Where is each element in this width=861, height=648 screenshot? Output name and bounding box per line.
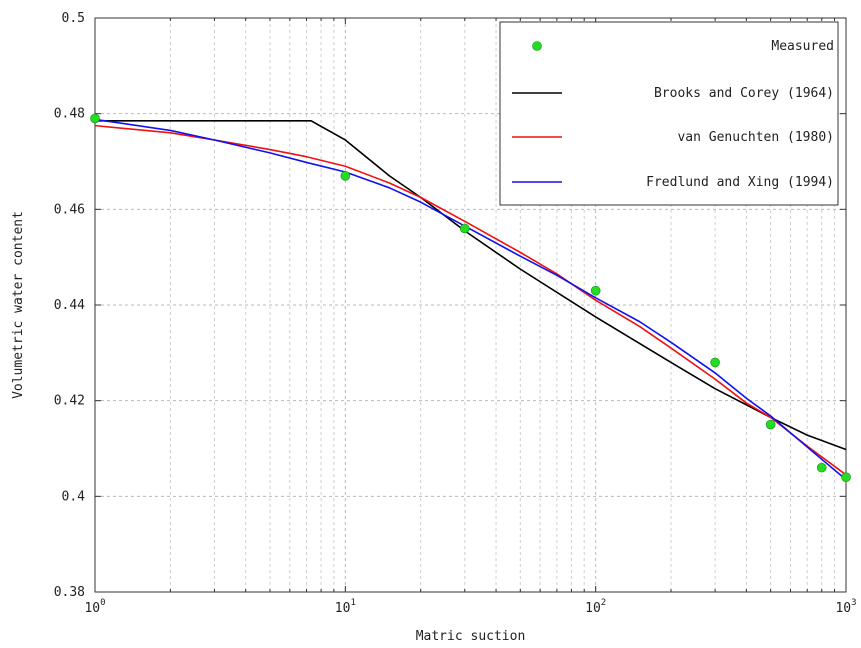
y-tick-label: 0.4 bbox=[62, 489, 86, 504]
measured-point bbox=[816, 462, 827, 473]
x-axis-title: Matric suction bbox=[416, 629, 526, 644]
x-tick-label: 103 bbox=[835, 598, 856, 616]
legend-label: Measured bbox=[771, 39, 834, 54]
series-lines bbox=[94, 118, 847, 481]
legend: Measured Brooks and Corey (1964) van Genuc… bbox=[499, 21, 839, 206]
x-tick-label: 100 bbox=[84, 598, 105, 616]
y-axis-title: Volumetric water content bbox=[11, 211, 26, 399]
measured-point bbox=[841, 472, 851, 483]
legend-box bbox=[499, 21, 839, 206]
measured-point bbox=[710, 357, 720, 368]
measured-point bbox=[90, 113, 100, 124]
y-tick-label: 0.44 bbox=[54, 298, 85, 313]
x-tick-label: 102 bbox=[585, 598, 606, 616]
measured-point bbox=[340, 171, 351, 181]
series-line-1 bbox=[94, 124, 847, 476]
measured-point bbox=[765, 419, 776, 430]
legend-label: Fredlund and Xing (1994) bbox=[646, 175, 834, 190]
y-tick-label: 0.5 bbox=[62, 11, 85, 26]
x-tick-label: 101 bbox=[335, 598, 356, 616]
legend-marker-measured bbox=[532, 41, 542, 51]
measured-points bbox=[90, 113, 851, 483]
y-tick-label: 0.46 bbox=[54, 202, 85, 217]
series-line-2 bbox=[94, 118, 847, 481]
legend-label: van Genuchten (1980) bbox=[677, 130, 834, 145]
y-tick-label: 0.48 bbox=[54, 107, 85, 122]
y-tick-label: 0.42 bbox=[54, 394, 85, 409]
legend-label: Brooks and Corey (1964) bbox=[654, 86, 834, 101]
measured-point bbox=[459, 223, 470, 234]
measured-point bbox=[590, 285, 601, 296]
axis-ticks: 0.38 0.4 0.42 0.44 0.46 0.48 0.5 100 101 102 103 bbox=[54, 11, 857, 616]
y-tick-label: 0.38 bbox=[54, 585, 85, 600]
